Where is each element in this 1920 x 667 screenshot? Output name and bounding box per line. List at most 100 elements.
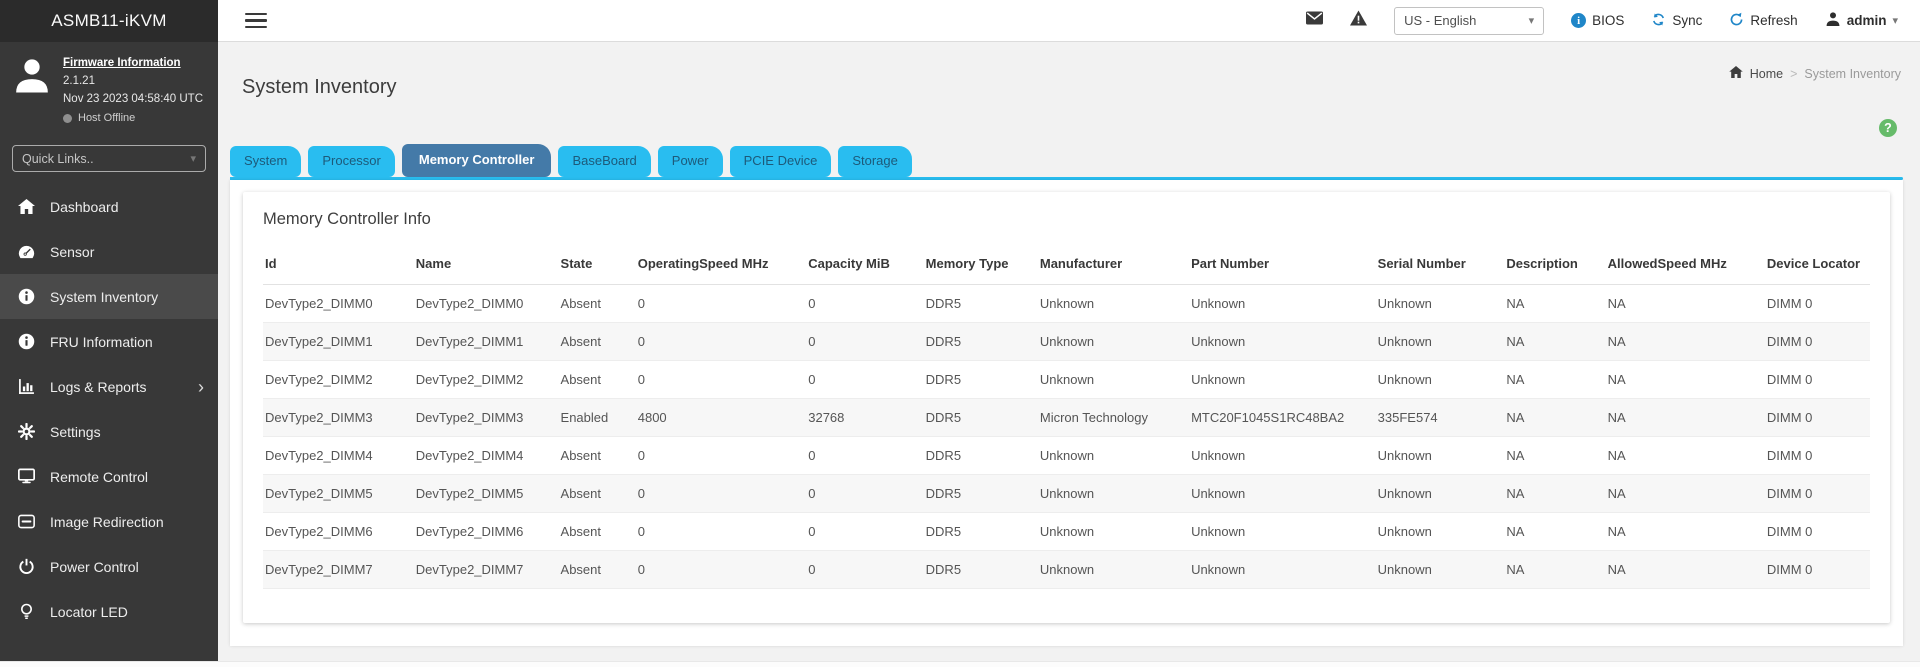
language-value: US - English — [1404, 13, 1477, 28]
cell-memory-type: DDR5 — [917, 322, 1032, 362]
column-header-memory-type: Memory Type — [917, 243, 1032, 286]
cell-operatingspeed-mhz: 0 — [629, 360, 801, 400]
cell-serial-number: Unknown — [1369, 436, 1499, 476]
breadcrumb-home-link[interactable]: Home — [1749, 66, 1784, 81]
language-select[interactable]: US - English ▾ — [1394, 6, 1545, 35]
cell-id: DevType2_DIMM0 — [263, 284, 408, 324]
sidebar-item-locator-led[interactable]: Locator LED › — [0, 589, 218, 634]
refresh-button[interactable]: Refresh — [1729, 12, 1798, 30]
cell-allowedspeed-mhz: NA — [1599, 512, 1759, 552]
cell-memory-type: DDR5 — [917, 550, 1032, 590]
chart-icon — [17, 378, 35, 396]
sidebar-item-label: Image Redirection — [50, 513, 164, 530]
cell-device-locator: DIMM 0 — [1758, 512, 1870, 552]
sidebar-item-logs-reports[interactable]: Logs & Reports › — [0, 364, 218, 409]
cell-manufacturer: Micron Technology — [1031, 398, 1184, 438]
column-header-state: State — [552, 243, 630, 286]
sidebar-item-remote-control[interactable]: Remote Control › — [0, 454, 218, 499]
tab-baseboard[interactable]: BaseBoard — [558, 146, 651, 178]
cell-device-locator: DIMM 0 — [1758, 284, 1870, 324]
cell-description: NA — [1498, 398, 1600, 438]
cell-capacity-mib: 32768 — [800, 398, 918, 438]
disc-icon — [17, 513, 35, 531]
cell-id: DevType2_DIMM5 — [263, 474, 408, 514]
sidebar-item-label: Sensor — [50, 243, 95, 260]
page-footer — [0, 661, 1920, 667]
messages-button[interactable] — [1306, 10, 1324, 31]
sidebar-item-power-control[interactable]: Power Control › — [0, 544, 218, 589]
quick-links-dropdown[interactable]: Quick Links.. ▾ — [12, 145, 206, 173]
cell-serial-number: 335FE574 — [1369, 398, 1499, 438]
user-menu[interactable]: admin ▾ — [1825, 11, 1898, 30]
bios-label: BIOS — [1592, 13, 1625, 28]
cell-manufacturer: Unknown — [1031, 550, 1184, 590]
page-title: System Inventory — [242, 76, 397, 98]
home-icon — [17, 198, 35, 216]
cell-memory-type: DDR5 — [917, 284, 1032, 324]
tab-memory-controller[interactable]: Memory Controller — [401, 144, 552, 178]
cell-operatingspeed-mhz: 0 — [629, 436, 801, 476]
help-button[interactable]: ? — [1879, 119, 1897, 137]
cell-operatingspeed-mhz: 0 — [629, 284, 801, 324]
sidebar-item-label: Logs & Reports — [50, 378, 147, 395]
firmware-information-link[interactable]: Firmware Information — [63, 57, 181, 69]
cell-capacity-mib: 0 — [800, 474, 918, 514]
cell-operatingspeed-mhz: 4800 — [629, 398, 801, 438]
sidebar-item-dashboard[interactable]: Dashboard › — [0, 184, 218, 229]
cell-serial-number: Unknown — [1369, 284, 1499, 324]
tab-content-panel: Memory Controller Info Id Name State Operat… — [230, 180, 1903, 647]
sidebar-item-label: Dashboard — [50, 198, 119, 215]
sidebar-item-settings[interactable]: Settings › — [0, 409, 218, 454]
cell-device-locator: DIMM 0 — [1758, 550, 1870, 590]
cell-state: Enabled — [552, 398, 630, 438]
cell-serial-number: Unknown — [1369, 360, 1499, 400]
gear-icon — [17, 423, 35, 441]
breadcrumb-separator: > — [1790, 66, 1798, 81]
cell-description: NA — [1498, 550, 1600, 590]
firmware-summary: Firmware Information 2.1.21 Nov 23 2023 … — [0, 42, 218, 135]
cell-operatingspeed-mhz: 0 — [629, 474, 801, 514]
cell-allowedspeed-mhz: NA — [1599, 284, 1759, 324]
tab-storage[interactable]: Storage — [838, 146, 912, 178]
cell-manufacturer: Unknown — [1031, 360, 1184, 400]
cell-memory-type: DDR5 — [917, 398, 1032, 438]
cell-name: DevType2_DIMM6 — [407, 512, 553, 552]
tab-processor[interactable]: Processor — [308, 146, 395, 178]
alerts-button[interactable] — [1350, 10, 1368, 31]
sidebar-item-image-redirection[interactable]: Image Redirection › — [0, 499, 218, 544]
monitor-icon — [17, 468, 35, 486]
cell-part-number: Unknown — [1183, 360, 1370, 400]
tab-system[interactable]: System — [230, 146, 302, 178]
top-bar: US - English ▾ i BIOS Sync Refresh — [218, 0, 1920, 42]
bios-button[interactable]: i BIOS — [1571, 13, 1624, 28]
cell-allowedspeed-mhz: NA — [1599, 474, 1759, 514]
sync-button[interactable]: Sync — [1651, 12, 1702, 30]
info-icon — [17, 288, 35, 306]
menu-toggle-button[interactable] — [245, 9, 267, 33]
column-header-serial-number: Serial Number — [1369, 243, 1499, 286]
sidebar-item-fru-information[interactable]: FRU Information › — [0, 319, 218, 364]
cell-part-number: Unknown — [1183, 474, 1370, 514]
table-row: DevType2_DIMM5 DevType2_DIMM5 Absent 0 0 DDR5… — [263, 474, 1870, 514]
sidebar-item-sensor[interactable]: Sensor › — [0, 229, 218, 274]
column-header-id: Id — [263, 243, 408, 286]
sidebar-item-system-inventory[interactable]: System Inventory › — [0, 274, 218, 320]
sidebar-item-label: Settings — [50, 423, 101, 440]
tab-pcie-device[interactable]: PCIE Device — [729, 146, 832, 178]
cell-description: NA — [1498, 360, 1600, 400]
tab-underline — [230, 177, 1903, 181]
table-row: DevType2_DIMM2 DevType2_DIMM2 Absent 0 0 DDR5… — [263, 360, 1870, 400]
cell-memory-type: DDR5 — [917, 436, 1032, 476]
refresh-label: Refresh — [1750, 13, 1798, 28]
table-header-row: Id Name State OperatingSpeed MHz Capacity Mi… — [263, 243, 1870, 286]
tab-power[interactable]: Power — [657, 146, 723, 178]
cell-state: Absent — [552, 512, 630, 552]
cell-capacity-mib: 0 — [800, 322, 918, 362]
chevron-down-icon: ▾ — [1528, 15, 1535, 27]
refresh-icon — [1729, 12, 1744, 30]
cell-state: Absent — [552, 436, 630, 476]
app-title: ASMB11-iKVM — [0, 0, 218, 42]
column-header-name: Name — [407, 243, 553, 286]
section-heading: Memory Controller Info — [263, 210, 431, 229]
sidebar-item-label: System Inventory — [50, 288, 159, 305]
